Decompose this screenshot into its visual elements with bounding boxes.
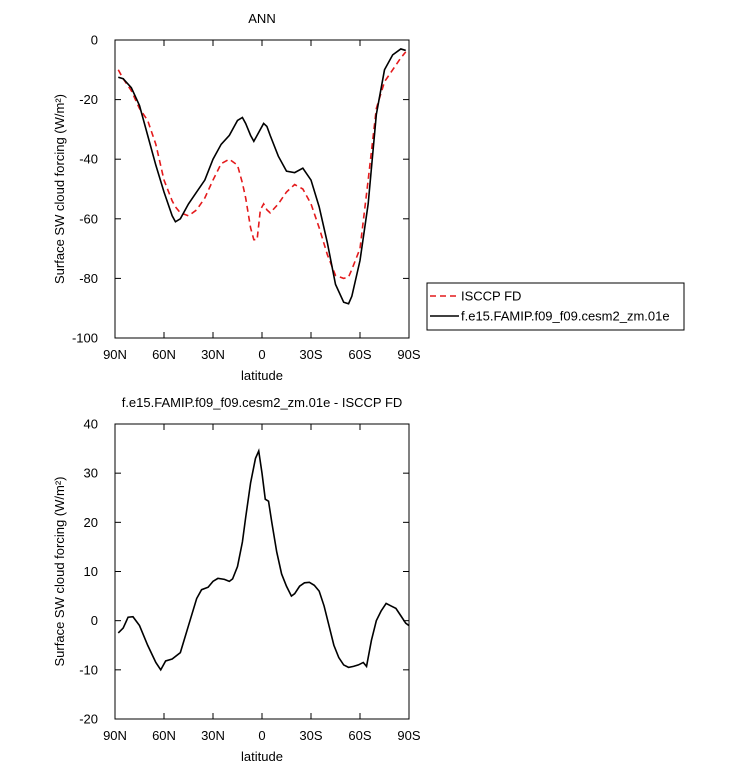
- chart-title: ANN: [248, 11, 275, 26]
- y-tick-label: -10: [79, 662, 98, 677]
- y-tick-label: -60: [79, 211, 98, 226]
- y-tick-label: -20: [79, 92, 98, 107]
- x-tick-label: 60S: [348, 347, 371, 362]
- x-axis-label: latitude: [241, 749, 283, 764]
- legend-box: [426, 282, 685, 331]
- x-axis-label: latitude: [241, 368, 283, 383]
- y-tick-label: 10: [84, 564, 98, 579]
- x-tick-label: 30N: [201, 728, 225, 743]
- x-tick-label: 0: [258, 347, 265, 362]
- x-tick-label: 90N: [103, 347, 127, 362]
- data-line: [117, 51, 407, 280]
- data-line: [118, 48, 406, 305]
- x-tick-label: 90S: [397, 347, 420, 362]
- y-tick-label: 30: [84, 466, 98, 481]
- x-tick-label: 30S: [299, 347, 322, 362]
- x-tick-label: 0: [258, 728, 265, 743]
- chart-title: f.e15.FAMIP.f09_f09.cesm2_zm.01e - ISCCP…: [122, 395, 403, 410]
- y-tick-label: -40: [79, 152, 98, 167]
- plot-frame: [114, 39, 410, 339]
- x-tick-label: 60N: [152, 347, 176, 362]
- x-tick-label: 90S: [397, 728, 420, 743]
- y-axis-label: Surface SW cloud forcing (W/m²): [52, 94, 67, 284]
- legend-label: f.e15.FAMIP.f09_f09.cesm2_zm.01e: [461, 309, 670, 324]
- x-tick-label: 60N: [152, 728, 176, 743]
- y-tick-label: 0: [91, 613, 98, 628]
- y-tick-label: -20: [79, 712, 98, 727]
- y-tick-label: 40: [84, 417, 98, 432]
- y-axis-label: Surface SW cloud forcing (W/m²): [52, 477, 67, 667]
- x-tick-label: 30N: [201, 347, 225, 362]
- x-tick-label: 90N: [103, 728, 127, 743]
- x-tick-label: 30S: [299, 728, 322, 743]
- data-line: [117, 448, 410, 672]
- legend-label: ISCCP FD: [461, 289, 521, 304]
- y-tick-label: 0: [91, 33, 98, 48]
- y-tick-label: -100: [72, 331, 98, 346]
- y-tick-label: 20: [84, 515, 98, 530]
- x-tick-label: 60S: [348, 728, 371, 743]
- y-tick-label: -80: [79, 271, 98, 286]
